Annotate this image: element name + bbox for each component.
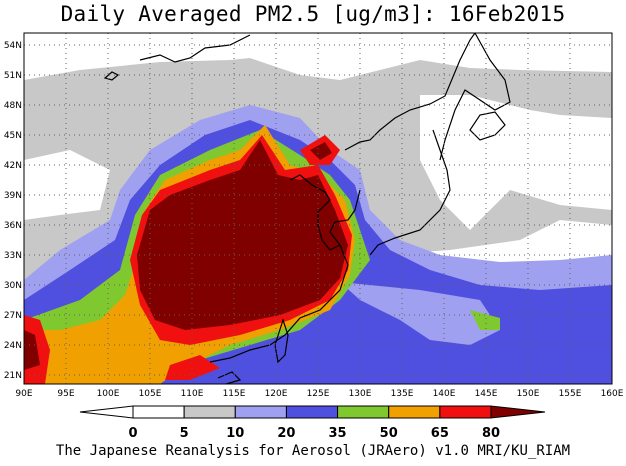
lon-tick-label: 155E	[559, 389, 582, 399]
lon-tick-label: 150E	[517, 389, 540, 399]
map-title: Daily Averaged PM2.5 [ug/m3]: 16Feb2015	[60, 2, 566, 26]
lon-tick-label: 160E	[601, 389, 624, 399]
lat-tick-label: 21N	[4, 371, 22, 381]
colorbar-label: 5	[180, 426, 189, 441]
colorbar-label: 50	[380, 426, 398, 441]
lon-tick-label: 125E	[307, 389, 330, 399]
lat-tick-label: 45N	[4, 131, 22, 141]
lat-tick-label: 33N	[4, 251, 22, 261]
colorbar-segment	[285, 405, 339, 419]
lat-tick-label: 36N	[4, 221, 22, 231]
lat-tick-label: 54N	[4, 41, 22, 51]
lat-tick-label: 48N	[4, 101, 22, 111]
lon-tick-label: 110E	[181, 389, 204, 399]
coastlines	[103, 32, 511, 385]
lon-tick-label: 135E	[391, 389, 414, 399]
colorbar-segment	[183, 405, 236, 419]
lon-tick-label: 95E	[57, 389, 74, 399]
colorbar-segment	[439, 405, 492, 419]
colorbar-segment	[490, 405, 546, 419]
graticule	[24, 33, 612, 384]
colorbar-segment	[234, 405, 287, 419]
lon-tick-label: 145E	[475, 389, 498, 399]
map-footer: The Japanese Reanalysis for Aerosol (JRA…	[55, 443, 571, 459]
lon-tick-label: 105E	[139, 389, 162, 399]
colorbar-segment	[132, 405, 185, 419]
colorbar-segment	[79, 405, 134, 419]
longitude-labels: 90E 95E 100E 105E 110E 115E 120E 125E 130E 135E 14…	[15, 389, 623, 399]
lat-tick-label: 51N	[4, 71, 22, 81]
lon-tick-label: 100E	[97, 389, 120, 399]
colorbar: 0 5 10 20 35 50 65 80	[79, 405, 546, 441]
latitude-labels: 21N 24N 27N 30N 33N 36N 39N 42N 45N 48N 51N 54N	[4, 41, 22, 381]
lon-tick-label: 90E	[15, 389, 32, 399]
lat-tick-label: 24N	[4, 341, 22, 351]
lat-tick-label: 39N	[4, 191, 22, 201]
map-frame	[23, 32, 613, 385]
lon-tick-label: 140E	[433, 389, 456, 399]
lon-tick-label: 115E	[223, 389, 246, 399]
lat-tick-label: 30N	[4, 281, 22, 291]
colorbar-label: 80	[482, 426, 500, 441]
colorbar-label: 0	[128, 426, 137, 441]
colorbar-label: 20	[277, 426, 295, 441]
colorbar-label: 35	[329, 426, 347, 441]
colorbar-label: 10	[226, 426, 244, 441]
lat-tick-label: 27N	[4, 311, 22, 321]
lon-tick-label: 120E	[265, 389, 288, 399]
colorbar-segment	[388, 405, 441, 419]
lat-tick-label: 42N	[4, 161, 22, 171]
colorbar-segment	[337, 405, 390, 419]
colorbar-label: 65	[431, 426, 449, 441]
lon-tick-label: 130E	[349, 389, 372, 399]
